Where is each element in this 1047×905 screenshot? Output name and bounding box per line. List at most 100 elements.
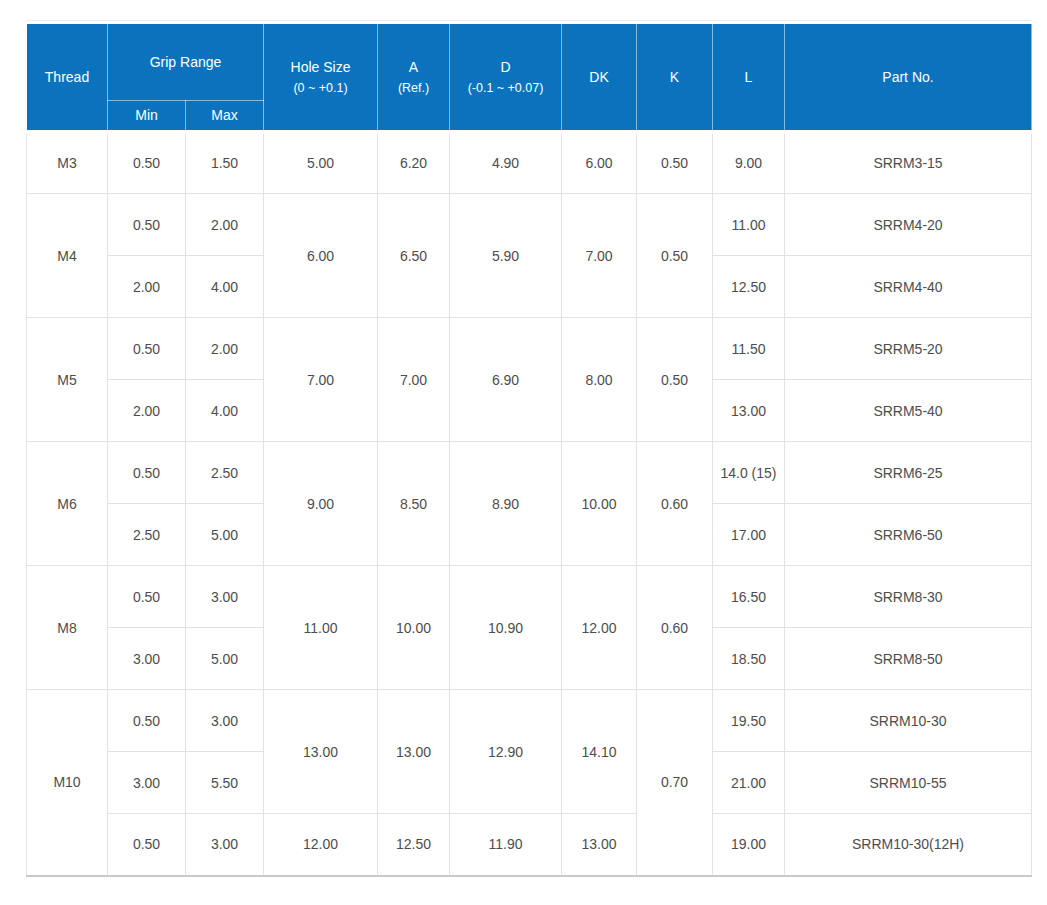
min-cell: 2.00: [108, 256, 186, 318]
col-header-max: Max: [186, 101, 264, 132]
min-cell: 3.00: [108, 752, 186, 814]
col-header-part-no: Part No.: [785, 24, 1032, 132]
max-cell: 3.00: [186, 814, 264, 876]
col-header-hole-size: Hole Size (0 ~ +0.1): [264, 24, 378, 132]
a-cell: 13.00: [378, 690, 450, 814]
thread-cell: M8: [27, 566, 108, 690]
part-no-cell: SRRM6-50: [785, 504, 1032, 566]
max-cell: 1.50: [186, 132, 264, 194]
min-cell: 0.50: [108, 814, 186, 876]
col-header-a: A (Ref.): [378, 24, 450, 132]
header-row-1: Thread Grip Range Hole Size (0 ~ +0.1) A…: [27, 24, 1032, 101]
max-cell: 5.50: [186, 752, 264, 814]
part-no-cell: SRRM10-55: [785, 752, 1032, 814]
d-cell: 6.90: [450, 318, 562, 442]
part-no-cell: SRRM6-25: [785, 442, 1032, 504]
col-header-grip-range: Grip Range: [108, 24, 264, 101]
spec-table-container: Thread Grip Range Hole Size (0 ~ +0.1) A…: [26, 20, 1031, 877]
col-header-min: Min: [108, 101, 186, 132]
hole-size-cell: 5.00: [264, 132, 378, 194]
k-cell: 0.60: [637, 442, 713, 566]
max-cell: 4.00: [186, 256, 264, 318]
a-cell: 7.00: [378, 318, 450, 442]
l-cell: 17.00: [713, 504, 785, 566]
k-cell: 0.50: [637, 194, 713, 318]
d-cell: 5.90: [450, 194, 562, 318]
col-header-dk: DK: [562, 24, 637, 132]
max-cell: 2.00: [186, 318, 264, 380]
max-cell: 2.50: [186, 442, 264, 504]
l-cell: 21.00: [713, 752, 785, 814]
thread-cell: M10: [27, 690, 108, 876]
rivet-nut-spec-table: Thread Grip Range Hole Size (0 ~ +0.1) A…: [26, 23, 1032, 877]
col-header-d-tolerance: (-0.1 ~ +0.07): [450, 81, 561, 95]
l-cell: 14.0 (15): [713, 442, 785, 504]
min-cell: 0.50: [108, 566, 186, 628]
l-cell: 9.00: [713, 132, 785, 194]
a-cell: 8.50: [378, 442, 450, 566]
thread-cell: M4: [27, 194, 108, 318]
row-m10-3: 0.50 3.00 12.00 12.50 11.90 13.00 19.00 …: [27, 814, 1032, 876]
max-cell: 5.00: [186, 504, 264, 566]
l-cell: 11.50: [713, 318, 785, 380]
d-cell: 10.90: [450, 566, 562, 690]
l-cell: 12.50: [713, 256, 785, 318]
row-m5-1: M5 0.50 2.00 7.00 7.00 6.90 8.00 0.50 11…: [27, 318, 1032, 380]
l-cell: 18.50: [713, 628, 785, 690]
dk-cell: 7.00: [562, 194, 637, 318]
col-header-hole-size-title: Hole Size: [264, 59, 377, 75]
max-cell: 5.00: [186, 628, 264, 690]
l-cell: 13.00: [713, 380, 785, 442]
dk-cell: 12.00: [562, 566, 637, 690]
row-m8-1: M8 0.50 3.00 11.00 10.00 10.90 12.00 0.6…: [27, 566, 1032, 628]
d-cell: 11.90: [450, 814, 562, 876]
col-header-d: D (-0.1 ~ +0.07): [450, 24, 562, 132]
row-m10-1: M10 0.50 3.00 13.00 13.00 12.90 14.10 0.…: [27, 690, 1032, 752]
part-no-cell: SRRM8-30: [785, 566, 1032, 628]
part-no-cell: SRRM10-30(12H): [785, 814, 1032, 876]
d-cell: 4.90: [450, 132, 562, 194]
row-m3: M3 0.50 1.50 5.00 6.20 4.90 6.00 0.50 9.…: [27, 132, 1032, 194]
part-no-cell: SRRM4-40: [785, 256, 1032, 318]
min-cell: 3.00: [108, 628, 186, 690]
dk-cell: 10.00: [562, 442, 637, 566]
part-no-cell: SRRM3-15: [785, 132, 1032, 194]
max-cell: 4.00: [186, 380, 264, 442]
k-cell: 0.60: [637, 566, 713, 690]
thread-cell: M6: [27, 442, 108, 566]
row-m6-1: M6 0.50 2.50 9.00 8.50 8.90 10.00 0.60 1…: [27, 442, 1032, 504]
part-no-cell: SRRM5-40: [785, 380, 1032, 442]
part-no-cell: SRRM5-20: [785, 318, 1032, 380]
col-header-d-title: D: [450, 59, 561, 75]
a-cell: 10.00: [378, 566, 450, 690]
part-no-cell: SRRM10-30: [785, 690, 1032, 752]
max-cell: 2.00: [186, 194, 264, 256]
min-cell: 2.50: [108, 504, 186, 566]
a-cell: 12.50: [378, 814, 450, 876]
min-cell: 0.50: [108, 442, 186, 504]
dk-cell: 13.00: [562, 814, 637, 876]
part-no-cell: SRRM4-20: [785, 194, 1032, 256]
dk-cell: 8.00: [562, 318, 637, 442]
col-header-a-title: A: [378, 59, 449, 75]
thread-cell: M5: [27, 318, 108, 442]
col-header-k: K: [637, 24, 713, 132]
table-header: Thread Grip Range Hole Size (0 ~ +0.1) A…: [27, 24, 1032, 132]
min-cell: 0.50: [108, 690, 186, 752]
col-header-a-ref: (Ref.): [378, 81, 449, 95]
l-cell: 11.00: [713, 194, 785, 256]
hole-size-cell: 6.00: [264, 194, 378, 318]
hole-size-cell: 12.00: [264, 814, 378, 876]
max-cell: 3.00: [186, 566, 264, 628]
max-cell: 3.00: [186, 690, 264, 752]
l-cell: 16.50: [713, 566, 785, 628]
min-cell: 0.50: [108, 318, 186, 380]
d-cell: 12.90: [450, 690, 562, 814]
part-no-cell: SRRM8-50: [785, 628, 1032, 690]
hole-size-cell: 9.00: [264, 442, 378, 566]
dk-cell: 14.10: [562, 690, 637, 814]
l-cell: 19.00: [713, 814, 785, 876]
d-cell: 8.90: [450, 442, 562, 566]
k-cell: 0.50: [637, 132, 713, 194]
a-cell: 6.20: [378, 132, 450, 194]
